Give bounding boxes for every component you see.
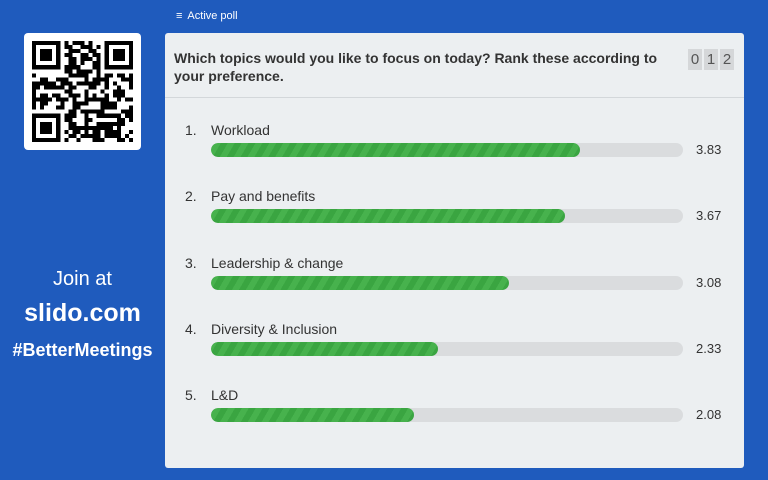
score-bar xyxy=(211,408,683,423)
option-score: 3.67 xyxy=(696,208,722,224)
option-rank: 2. xyxy=(185,188,197,205)
counter-digit: 2 xyxy=(720,49,734,70)
counter-digit: 1 xyxy=(704,49,718,70)
poll-option: 4. Diversity & Inclusion 2.33 xyxy=(165,321,744,361)
poll-option: 1. Workload 3.83 xyxy=(165,122,744,162)
option-label: Workload xyxy=(211,122,270,138)
option-score: 2.33 xyxy=(696,340,722,356)
counter-digit: 0 xyxy=(688,49,702,70)
option-rank: 5. xyxy=(185,387,197,404)
option-rank: 4. xyxy=(185,320,197,337)
option-score: 3.08 xyxy=(696,274,722,290)
list-icon: ≡ xyxy=(176,10,183,22)
score-bar xyxy=(211,209,683,224)
active-poll-label: Active poll xyxy=(187,10,238,22)
option-rank: 1. xyxy=(185,122,197,138)
option-rank: 3. xyxy=(185,254,197,271)
vote-counter: 0 1 2 xyxy=(688,49,734,70)
poll-panel: Which topics would you like to focus on … xyxy=(165,33,744,468)
option-label: L&D xyxy=(211,387,239,404)
score-bar-fill xyxy=(211,275,509,290)
active-poll-tab[interactable]: ≡ Active poll xyxy=(176,10,238,22)
poll-option: 5. L&D 2.08 xyxy=(165,387,744,427)
score-bar xyxy=(211,143,683,157)
score-bar-fill xyxy=(211,341,439,356)
score-bar-fill xyxy=(211,143,580,157)
join-url: slido.com xyxy=(24,299,141,327)
poll-option: 2. Pay and benefits 3.67 xyxy=(165,188,744,228)
option-label: Diversity & Inclusion xyxy=(211,320,338,337)
poll-option: 3. Leadership & change 3.08 xyxy=(165,255,744,295)
option-label: Pay and benefits xyxy=(211,188,316,205)
score-bar xyxy=(211,341,683,356)
hashtag: #BetterMeetings xyxy=(12,340,153,360)
qr-code xyxy=(24,33,141,150)
option-label: Leadership & change xyxy=(211,254,344,271)
poll-question: Which topics would you like to focus on … xyxy=(165,33,744,98)
option-score: 3.83 xyxy=(696,142,722,157)
score-bar-fill xyxy=(211,408,415,423)
score-bar xyxy=(211,275,683,290)
option-score: 2.08 xyxy=(696,407,722,423)
join-text: Join at xyxy=(53,268,112,290)
score-bar-fill xyxy=(211,209,565,224)
